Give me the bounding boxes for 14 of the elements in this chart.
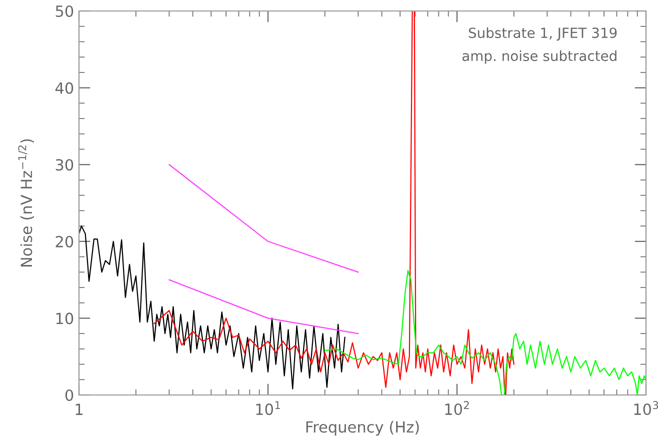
x-tick-label: 10$^{3}$: [634, 401, 658, 416]
y-tick-label: 10: [56, 312, 74, 324]
x-axis-title: Frequency (Hz): [306, 420, 419, 436]
y-tick-label: 30: [56, 159, 74, 171]
x-tick-label: 10$^{1}$: [256, 401, 280, 416]
x-tick-label: 1: [76, 404, 82, 415]
y-tick-label: 50: [56, 5, 74, 18]
annotation: amp. noise subtracted: [462, 50, 616, 64]
y-tick-label: 20: [56, 236, 74, 248]
x-tick-label: 10$^{2}$: [445, 401, 469, 416]
y-tick-label: 40: [55, 82, 74, 94]
annotation: Substrate 1, JFET 319: [468, 27, 617, 41]
y-axis-title: Noise (nV Hz$^{−1/2}$): [18, 139, 34, 267]
y-tick-label: 0: [65, 389, 74, 402]
